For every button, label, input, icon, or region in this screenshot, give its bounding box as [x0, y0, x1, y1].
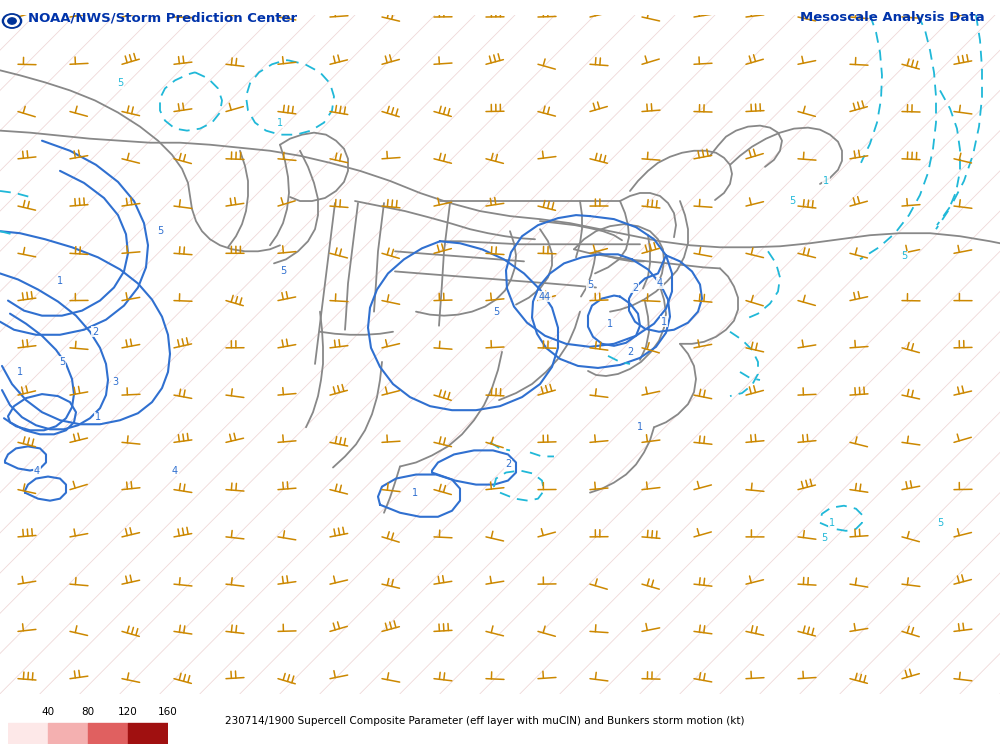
Text: 44: 44	[539, 292, 551, 302]
Text: 2: 2	[505, 460, 511, 470]
Text: 5: 5	[789, 196, 795, 206]
Text: 1: 1	[57, 277, 63, 286]
Text: 4: 4	[172, 466, 178, 476]
Text: 2: 2	[627, 346, 633, 357]
Text: 1: 1	[829, 518, 835, 528]
Text: NOAA/NWS/Storm Prediction Center: NOAA/NWS/Storm Prediction Center	[28, 11, 297, 25]
Text: 5: 5	[280, 266, 286, 277]
Text: 5: 5	[157, 226, 163, 236]
Bar	[8, 723, 48, 744]
Text: 1: 1	[277, 118, 283, 128]
Bar	[128, 723, 168, 744]
Text: 4: 4	[657, 278, 663, 289]
Text: 5: 5	[937, 518, 943, 528]
Text: 1: 1	[637, 422, 643, 432]
Text: Mesoscale Analysis Data: Mesoscale Analysis Data	[800, 11, 985, 25]
Text: 5: 5	[587, 280, 593, 290]
Bar	[88, 723, 128, 744]
Text: 1: 1	[412, 488, 418, 498]
Text: 5: 5	[901, 251, 907, 261]
Text: 40: 40	[41, 707, 55, 717]
Text: 2: 2	[632, 283, 638, 292]
Text: 1: 1	[17, 367, 23, 377]
Text: 1: 1	[95, 413, 101, 422]
Text: 80: 80	[81, 707, 95, 717]
Text: 4: 4	[34, 466, 40, 476]
Text: 5: 5	[821, 533, 827, 543]
Bar	[48, 723, 88, 744]
Text: 1: 1	[607, 319, 613, 328]
Text: 230714/1900 Supercell Composite Parameter (eff layer with muCIN) and Bunkers sto: 230714/1900 Supercell Composite Paramete…	[225, 716, 744, 727]
Text: 120: 120	[118, 707, 138, 717]
Text: 160: 160	[158, 707, 178, 717]
Text: 5: 5	[493, 307, 499, 316]
Text: 1: 1	[823, 176, 829, 186]
Text: 5: 5	[117, 79, 123, 88]
Text: 2: 2	[92, 327, 98, 337]
Text: 1: 1	[661, 316, 667, 327]
Text: 5: 5	[59, 357, 65, 367]
Text: 3: 3	[112, 377, 118, 387]
